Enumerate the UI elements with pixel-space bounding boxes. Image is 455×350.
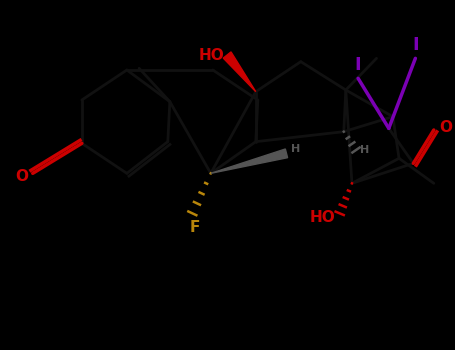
Text: HO: HO [198, 48, 224, 63]
Polygon shape [223, 52, 256, 92]
Text: O: O [440, 120, 453, 135]
Text: F: F [189, 220, 199, 235]
Text: I: I [355, 56, 361, 74]
Text: H: H [291, 144, 301, 154]
Polygon shape [211, 149, 288, 173]
Text: H: H [360, 145, 369, 155]
Text: HO: HO [310, 210, 336, 225]
Text: I: I [412, 36, 419, 54]
Text: O: O [15, 169, 28, 184]
